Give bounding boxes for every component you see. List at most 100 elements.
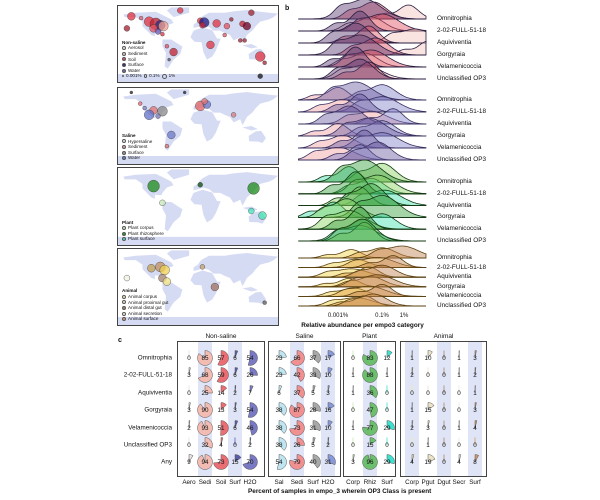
legend-title: Plant — [122, 219, 134, 225]
ridge-class-label: Velamenicoccia — [437, 143, 482, 151]
pie-glyph — [234, 420, 239, 429]
sample-point — [257, 73, 263, 79]
sample-point — [255, 51, 266, 62]
percent-value: 46 — [246, 425, 254, 432]
sample-point — [248, 207, 255, 215]
legend-label: Animal corpus — [128, 294, 158, 300]
legend-swatch-icon — [122, 68, 126, 73]
ridge-class-label: Velamenicoccia — [437, 62, 482, 70]
pie-glyph — [278, 385, 283, 394]
sample-point — [206, 40, 215, 50]
pie-glyph — [276, 454, 287, 470]
percent-value: 6 — [233, 425, 237, 432]
percent-value: 54 — [246, 355, 254, 362]
pie-glyph — [220, 420, 229, 436]
sample-point — [138, 15, 144, 21]
density-curve — [298, 46, 426, 68]
percent-value: 77 — [366, 425, 374, 432]
percent-value: 2 — [187, 425, 191, 432]
percent-value: 19 — [424, 459, 432, 466]
sample-point — [248, 9, 255, 16]
pie-glyph — [296, 367, 305, 382]
percent-value: 7 — [248, 390, 252, 397]
ridge-class-label: Unclassified OP3 — [437, 74, 487, 82]
percent-value: 31 — [324, 459, 332, 466]
percent-value: 0 — [385, 390, 389, 397]
pie-glyph — [296, 437, 305, 446]
sample-point — [129, 90, 133, 95]
pie-glyph — [327, 437, 330, 446]
column-label: Sedi — [198, 479, 212, 486]
ridge-class-label: Unclassified OP3 — [437, 155, 487, 163]
pie-glyph — [411, 454, 415, 463]
column-label: Corp — [405, 479, 419, 486]
percent-value: 90 — [201, 407, 209, 414]
pie-glyph — [312, 367, 321, 379]
column-label: Sedi — [290, 479, 304, 486]
percent-value: 42 — [293, 372, 301, 379]
pie-glyph — [242, 454, 258, 470]
size-circle-icon — [161, 73, 167, 79]
pie-glyph — [220, 385, 228, 394]
legend-item: Water — [122, 68, 175, 74]
table-title: Percent of samples in empo_3 wherein OP3… — [248, 488, 432, 495]
group-header: Plant — [362, 333, 377, 340]
pie-glyph — [312, 402, 321, 412]
pie-glyph — [296, 385, 305, 399]
sample-point — [177, 7, 184, 14]
sample-point — [159, 199, 166, 207]
legend-swatch-icon — [122, 237, 126, 242]
percent-value: 0 — [187, 355, 191, 362]
ridge-class-label: Aquiviventia — [437, 272, 472, 280]
legend-label: Hypersaline — [128, 138, 153, 144]
percent-value: 0 — [351, 442, 355, 449]
percent-value: 10 — [424, 355, 432, 362]
density-curve — [298, 218, 426, 242]
legend-swatch-icon — [122, 231, 126, 236]
legend-item: Water — [122, 155, 152, 161]
legend-label: Soil — [128, 56, 136, 62]
pie-glyph — [290, 350, 305, 366]
sample-point — [142, 105, 147, 111]
percent-value: 2 — [248, 442, 252, 449]
column-label: Pgut — [421, 479, 435, 486]
group-header: Saline — [295, 333, 314, 340]
pie-glyph — [369, 437, 377, 446]
percent-value: 66 — [293, 355, 301, 362]
pie-glyph — [427, 350, 433, 359]
percent-value: 36 — [366, 390, 374, 397]
map-plant: Plant Plant corpus Plant rhizosphere Plant … — [117, 167, 279, 246]
percent-value: 0 — [187, 442, 191, 449]
pie-glyph — [197, 367, 213, 383]
density-curve — [298, 245, 427, 259]
percent-value: 2 — [410, 425, 414, 432]
legend-label: Animal surface — [128, 316, 159, 322]
group-box-plant — [343, 341, 396, 477]
percent-value: 9 — [187, 459, 191, 466]
percent-value: 1 — [351, 372, 355, 379]
percent-value: 15 — [424, 407, 432, 414]
percent-value: 3 — [473, 407, 477, 414]
percent-value: 1 — [473, 390, 477, 397]
pie-glyph — [216, 367, 229, 383]
legend-item: Animal distal gut — [122, 305, 168, 311]
density-curve — [298, 183, 426, 206]
percent-value: 1 — [426, 442, 430, 449]
percent-value: 0 — [426, 390, 430, 397]
percent-value: 68 — [201, 372, 209, 379]
pie-glyph — [427, 454, 436, 463]
sample-point — [258, 211, 267, 220]
percent-value: 12 — [383, 355, 391, 362]
legend-label: Water — [128, 155, 141, 161]
size-circle-icon — [143, 74, 148, 78]
pie-glyph — [427, 420, 430, 429]
sample-point — [169, 47, 178, 57]
map-legend: Saline Hypersaline Sediment Surface Water — [122, 133, 152, 161]
legend-item: Surface — [122, 62, 175, 68]
percent-value: 0 — [187, 390, 191, 397]
sample-point — [167, 57, 171, 62]
pie-glyph — [411, 367, 414, 376]
pie-glyph — [234, 402, 237, 411]
pie-glyph — [249, 385, 254, 394]
